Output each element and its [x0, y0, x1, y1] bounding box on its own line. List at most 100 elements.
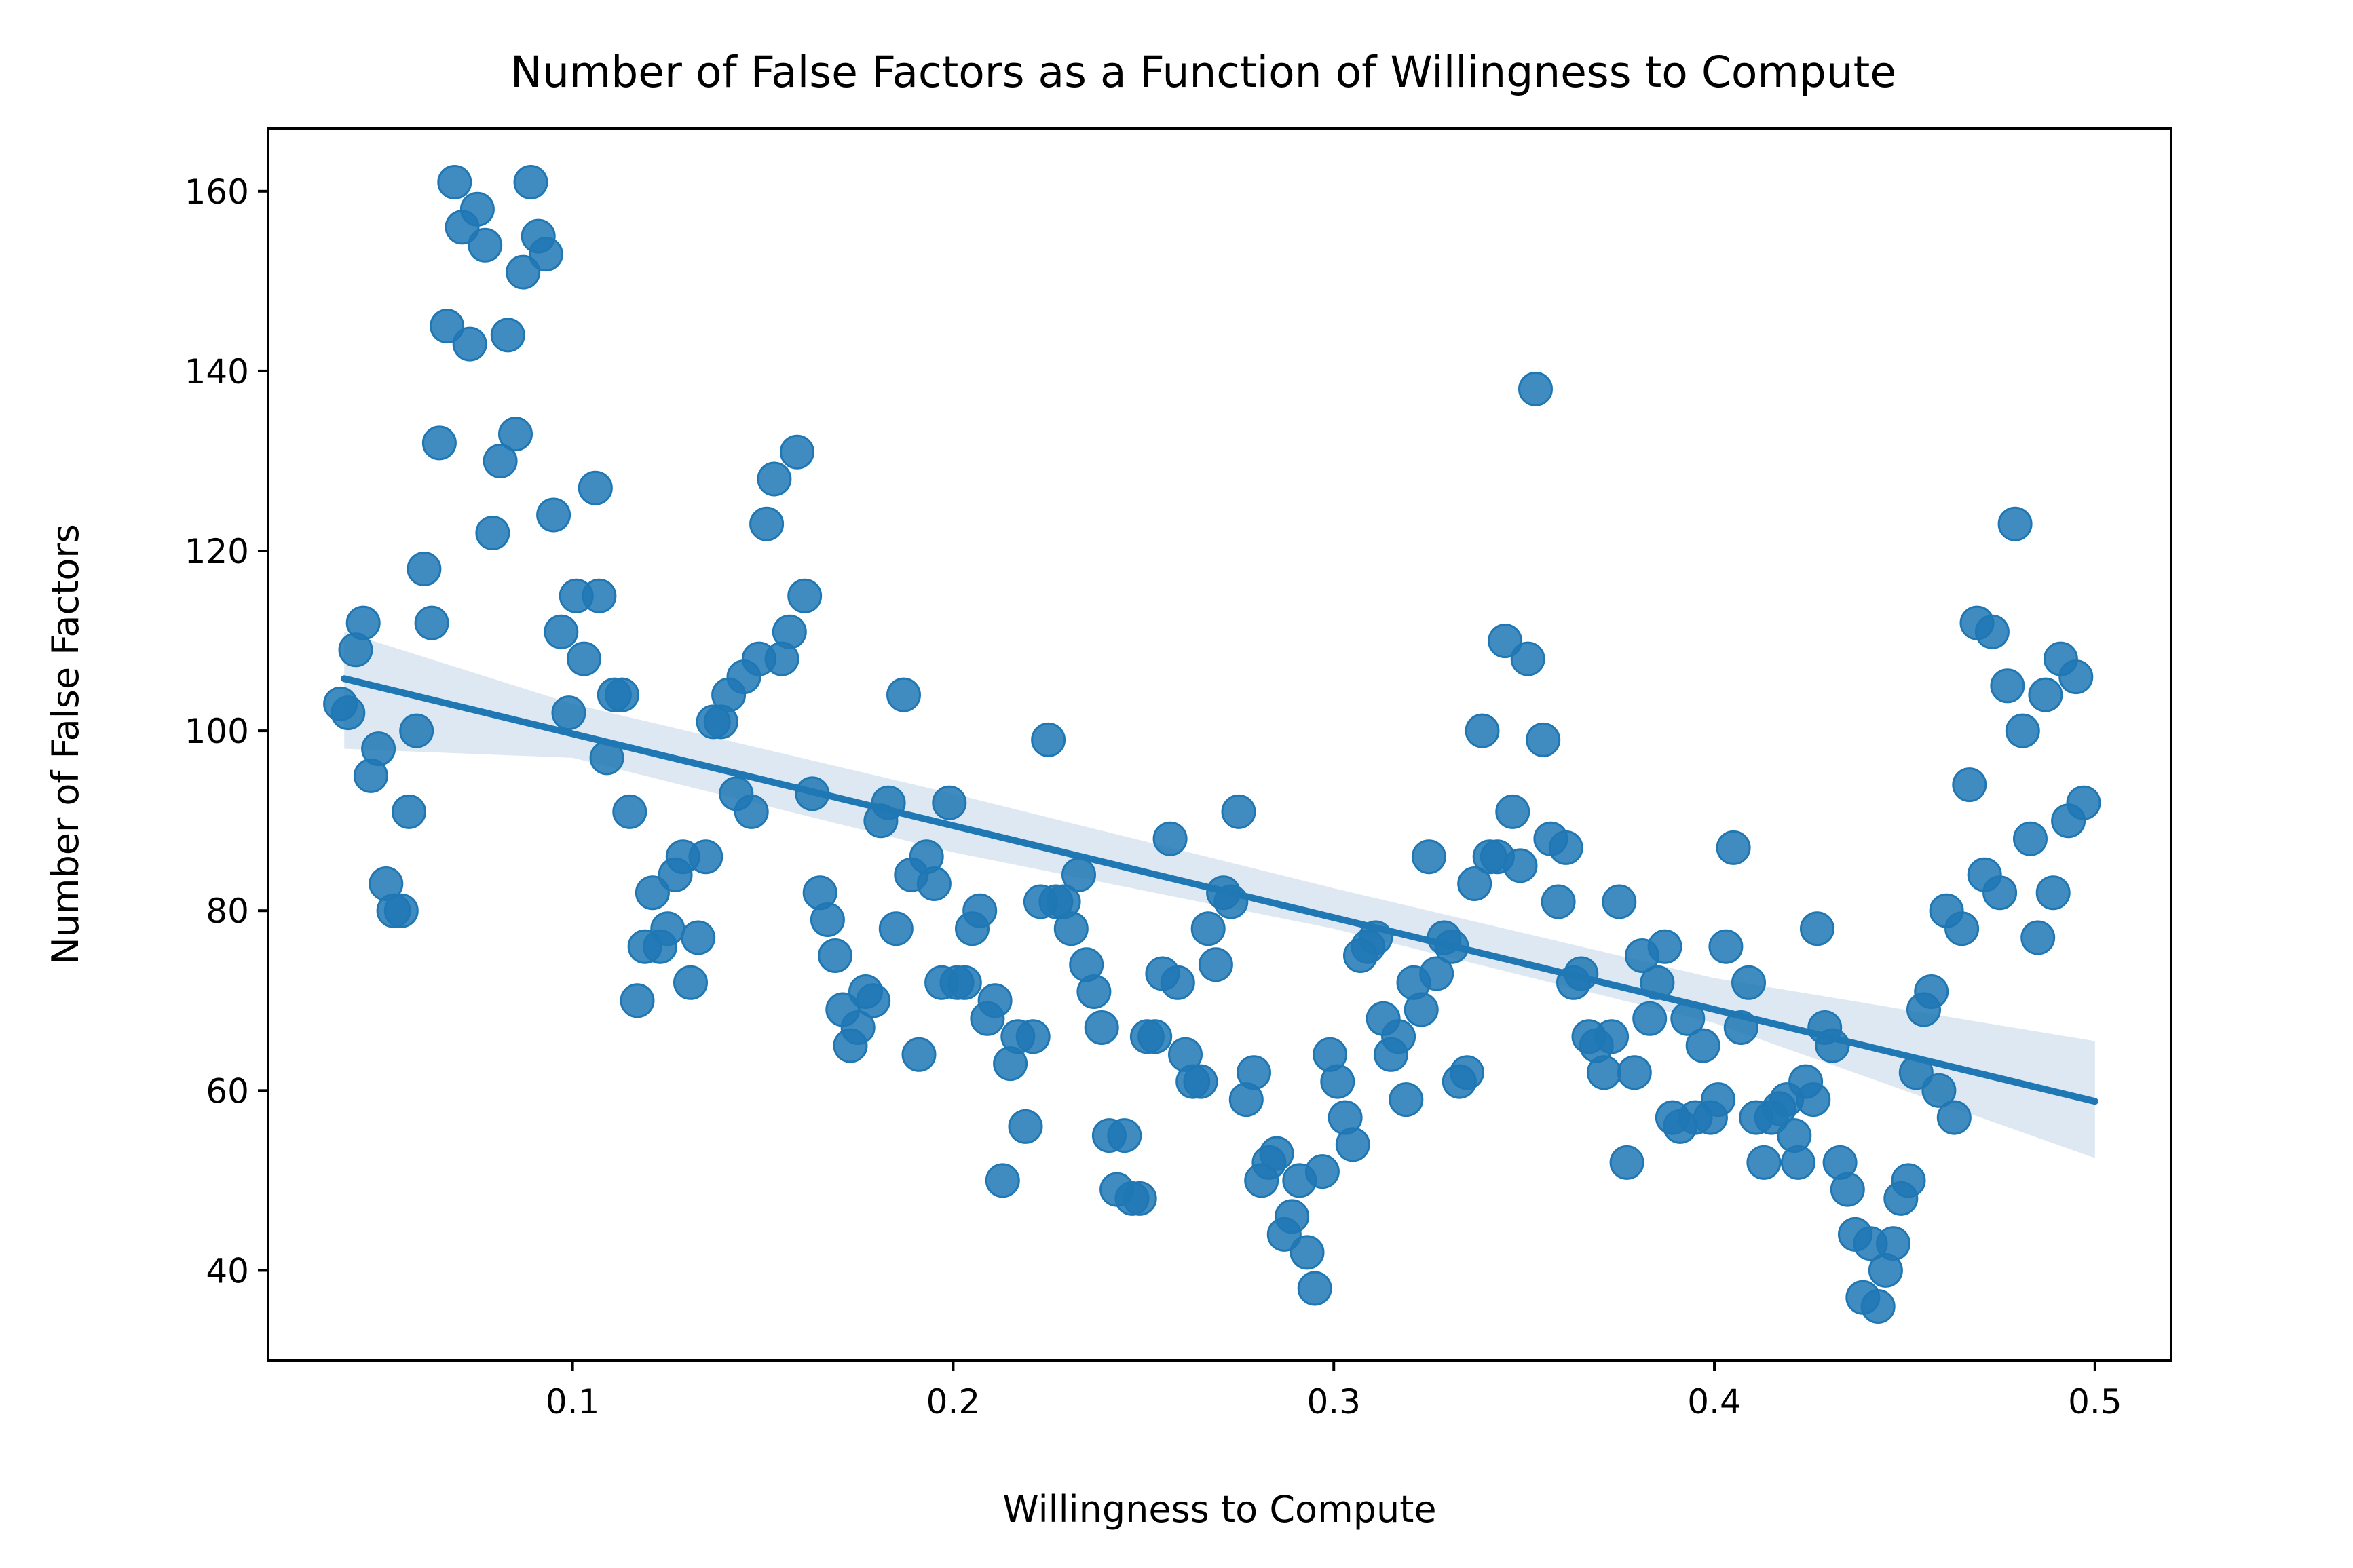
data-point	[430, 309, 465, 344]
data-point	[1990, 668, 2025, 704]
data-point	[1031, 722, 1066, 757]
data-point	[483, 444, 518, 478]
data-point	[1076, 974, 1112, 1009]
data-point	[1053, 911, 1089, 946]
data-point	[772, 614, 807, 649]
data-point	[757, 461, 792, 497]
data-point	[1731, 965, 1766, 1000]
y-tick-label: 40	[206, 1251, 249, 1290]
data-point	[612, 794, 647, 829]
data-point	[383, 893, 419, 928]
data-point	[635, 875, 670, 911]
data-point	[947, 965, 982, 1000]
y-axis-label: Number of False Factors	[44, 524, 87, 964]
data-point	[407, 552, 442, 586]
data-point	[1061, 857, 1096, 892]
data-point	[345, 605, 381, 640]
data-point	[1921, 1073, 1957, 1108]
data-point	[1450, 1055, 1484, 1090]
data-point	[1952, 767, 1987, 803]
data-point	[1632, 1001, 1668, 1036]
x-axis-ticks: 0.1 0.2 0.3 0.4 0.5	[546, 1360, 2122, 1421]
data-point	[1503, 848, 1538, 883]
data-point	[437, 165, 472, 199]
data-point	[1259, 1136, 1294, 1171]
data-point	[1320, 1064, 1355, 1099]
data-point	[673, 965, 708, 1000]
data-point	[1647, 929, 1682, 964]
data-point	[749, 506, 785, 541]
data-point	[1708, 929, 1744, 964]
y-tick-label: 160	[185, 172, 249, 212]
data-point	[1716, 830, 1751, 865]
data-point	[1465, 713, 1500, 748]
data-point	[2013, 821, 2048, 856]
data-point	[582, 578, 617, 613]
data-point	[1510, 641, 1545, 676]
data-point	[1944, 911, 1980, 946]
data-point	[1290, 1235, 1325, 1270]
data-point	[468, 227, 503, 263]
data-point	[578, 470, 613, 505]
data-point	[2058, 659, 2094, 695]
data-point	[544, 614, 579, 649]
data-point	[1297, 1271, 1332, 1306]
data-point	[1685, 1028, 1720, 1063]
data-point	[1015, 1019, 1051, 1054]
data-point	[1617, 1055, 1652, 1090]
data-point	[1746, 1145, 1782, 1180]
data-point	[2028, 677, 2063, 712]
data-point	[1335, 1127, 1370, 1162]
data-point	[536, 497, 571, 533]
data-point	[810, 902, 845, 937]
data-point	[681, 920, 716, 955]
data-point	[1974, 614, 2010, 649]
data-point	[605, 677, 639, 712]
data-point	[1609, 1145, 1644, 1180]
data-point	[1796, 1082, 1831, 1117]
data-point	[331, 695, 366, 731]
data-point	[985, 1163, 1020, 1198]
data-point	[650, 911, 685, 946]
data-point	[1404, 992, 1439, 1027]
data-point	[734, 794, 769, 829]
data-point	[513, 165, 548, 199]
y-tick-label: 60	[206, 1071, 249, 1111]
data-point	[498, 417, 533, 452]
regression-line	[341, 675, 2098, 1105]
data-point	[1548, 830, 1583, 865]
data-point	[528, 237, 563, 272]
data-point	[1830, 1172, 1865, 1207]
data-point	[1411, 839, 1446, 875]
data-point	[1602, 884, 1637, 919]
data-point	[688, 839, 723, 875]
data-point	[1800, 911, 1834, 946]
data-point	[1389, 1082, 1424, 1117]
data-point	[361, 731, 396, 767]
data-point	[459, 191, 495, 227]
data-point	[901, 1037, 937, 1072]
data-point	[1183, 1064, 1218, 1099]
data-point	[1160, 965, 1195, 1000]
data-point	[392, 794, 426, 829]
data-point	[856, 983, 891, 1018]
data-point	[1860, 1289, 1896, 1324]
data-point	[490, 318, 525, 353]
x-axis-label: Willingness to Compute	[1002, 1488, 1436, 1531]
data-point	[1084, 1010, 1119, 1045]
data-point	[1526, 722, 1561, 757]
data-point	[1701, 1082, 1736, 1117]
data-point	[1891, 1163, 1926, 1198]
y-tick-label: 140	[185, 352, 249, 391]
data-point	[567, 641, 601, 676]
data-point	[1914, 974, 1949, 1009]
data-point	[1419, 956, 1454, 991]
data-point	[1198, 947, 1233, 982]
data-point	[1152, 821, 1188, 856]
data-point	[2020, 920, 2056, 955]
data-point	[1137, 1019, 1173, 1054]
data-point	[452, 326, 487, 362]
data-point	[1275, 1199, 1310, 1234]
data-point	[1122, 1181, 1157, 1216]
